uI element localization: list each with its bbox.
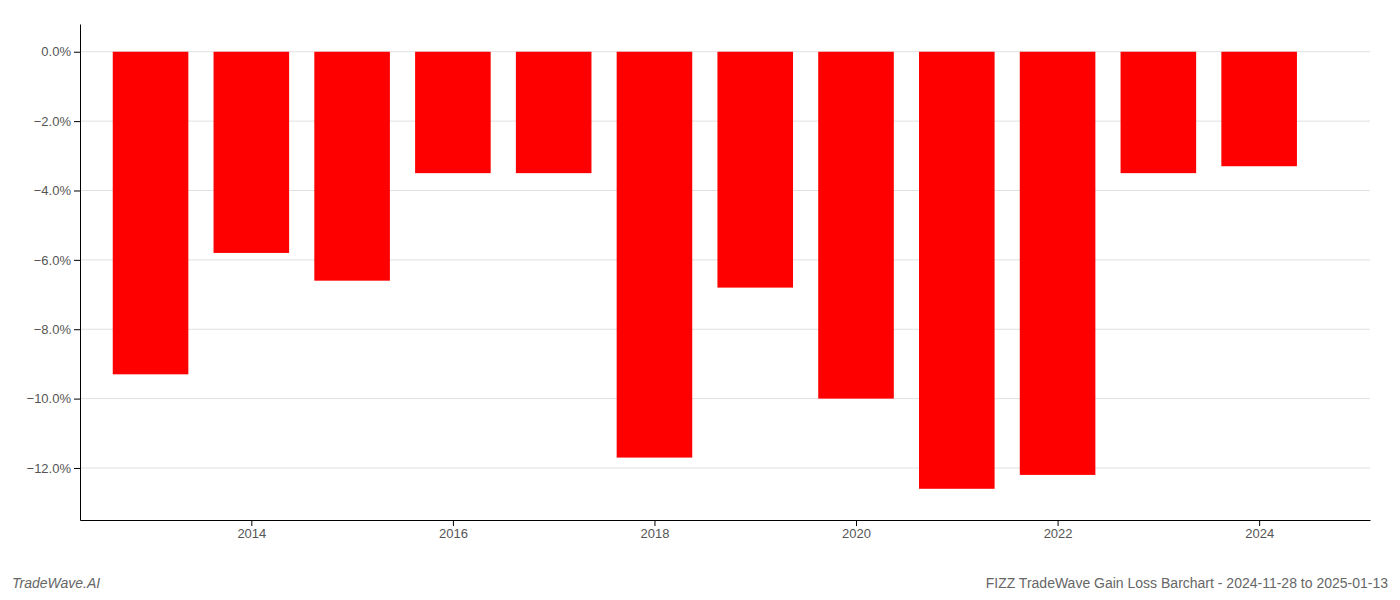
y-tick: −2.0% — [34, 114, 80, 129]
y-tick: −8.0% — [34, 322, 80, 337]
grid-line — [80, 467, 1370, 468]
y-tick-label: −2.0% — [34, 114, 72, 129]
y-tick-mark — [74, 121, 80, 122]
bar — [1020, 52, 1096, 475]
y-tick: 0.0% — [41, 44, 80, 59]
x-tick: 2020 — [842, 520, 871, 541]
x-tick-label: 2024 — [1245, 526, 1274, 541]
y-tick: −6.0% — [34, 253, 80, 268]
bar — [1121, 52, 1197, 173]
bar — [818, 52, 894, 399]
y-tick-label: −8.0% — [34, 322, 72, 337]
x-tick-mark — [654, 520, 655, 526]
y-tick-mark — [74, 260, 80, 261]
y-axis: 0.0% −2.0% −4.0% −6.0% −8.0% −10.0% −12.0% — [27, 25, 81, 521]
grid-line — [80, 329, 1370, 330]
x-tick-label: 2016 — [439, 526, 468, 541]
x-tick-mark — [453, 520, 454, 526]
x-tick: 2022 — [1044, 520, 1073, 541]
y-tick-mark — [74, 329, 80, 330]
bar — [717, 52, 793, 288]
footer-right: FIZZ TradeWave Gain Loss Barchart - 2024… — [986, 575, 1389, 591]
bar — [617, 52, 693, 458]
grid — [80, 52, 1370, 468]
x-tick-mark — [251, 520, 252, 526]
x-axis: 2014 2016 2018 2020 2022 2024 — [81, 520, 1371, 541]
x-tick: 2014 — [237, 520, 266, 541]
x-tick: 2024 — [1245, 520, 1274, 541]
x-tick-label: 2014 — [237, 526, 266, 541]
y-axis-line — [80, 25, 81, 521]
y-tick-label: −6.0% — [34, 253, 72, 268]
x-tick-label: 2022 — [1044, 526, 1073, 541]
x-tick-label: 2018 — [640, 526, 669, 541]
x-tick-mark — [856, 520, 857, 526]
bar — [1221, 52, 1297, 166]
chart: 2014 2016 2018 2020 2022 2024 0.0% −2.0% −4.0% −6… — [0, 0, 1400, 600]
x-tick-mark — [1058, 520, 1059, 526]
grid-line — [80, 398, 1370, 399]
y-tick-mark — [74, 190, 80, 191]
x-tick-label: 2020 — [842, 526, 871, 541]
y-tick-mark — [74, 52, 80, 53]
x-axis-line — [81, 520, 1371, 521]
footer-left: TradeWave.AI — [12, 575, 100, 591]
bar — [113, 52, 189, 375]
bar — [919, 52, 995, 489]
y-tick: −4.0% — [34, 183, 80, 198]
x-tick-mark — [1259, 520, 1260, 526]
y-tick-label: −4.0% — [34, 183, 72, 198]
y-tick-mark — [74, 468, 80, 469]
bar — [214, 52, 290, 253]
y-tick-label: 0.0% — [41, 44, 71, 59]
y-tick-mark — [74, 399, 80, 400]
y-tick: −12.0% — [27, 461, 80, 476]
y-tick-label: −12.0% — [27, 461, 72, 476]
bars — [113, 52, 1297, 489]
bar — [415, 52, 491, 173]
y-tick-label: −10.0% — [27, 391, 72, 406]
bar — [314, 52, 390, 281]
x-tick: 2016 — [439, 520, 468, 541]
y-tick: −10.0% — [27, 391, 80, 406]
bar — [516, 52, 592, 173]
x-tick: 2018 — [640, 520, 669, 541]
